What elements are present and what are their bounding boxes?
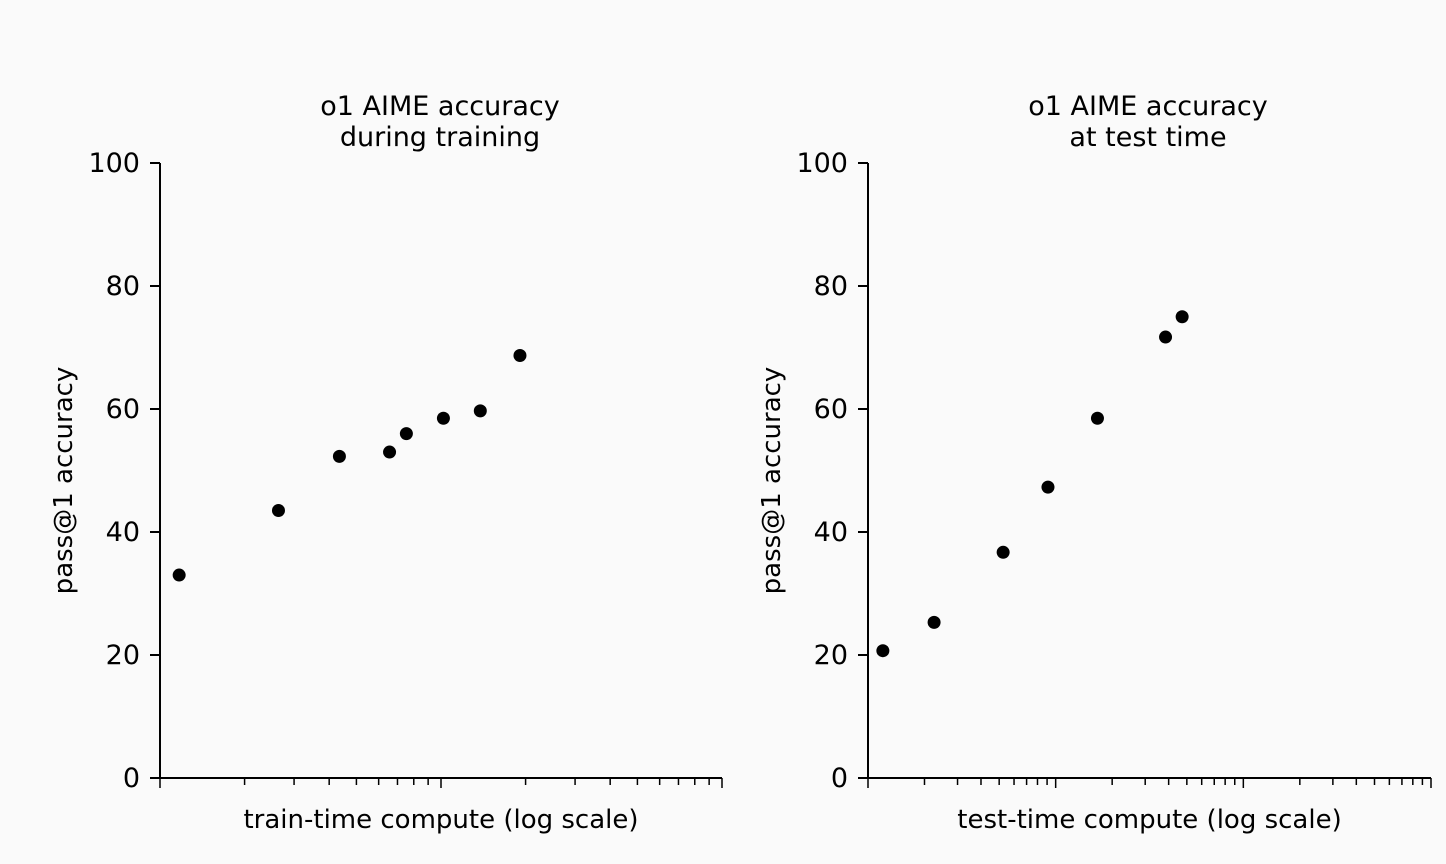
chart-title-line-1: o1 AIME accuracy <box>320 91 559 122</box>
data-point <box>1090 411 1104 425</box>
data-point <box>332 449 346 463</box>
data-point <box>876 644 890 658</box>
y-tick-label: 40 <box>814 517 848 548</box>
y-tick-label: 0 <box>831 763 848 794</box>
data-point <box>399 427 413 441</box>
data-point <box>513 348 527 362</box>
chart-title-line-2: during training <box>340 122 540 153</box>
x-axis-label: train-time compute (log scale) <box>243 805 638 835</box>
y-tick-label: 20 <box>814 640 848 671</box>
data-point <box>473 404 487 418</box>
y-axis-label: pass@1 accuracy <box>49 367 79 595</box>
data-point <box>436 411 450 425</box>
x-axis-label: test-time compute (log scale) <box>957 805 1341 835</box>
y-tick-label: 0 <box>123 763 140 794</box>
data-point <box>927 615 941 629</box>
y-tick-label: 60 <box>106 394 140 425</box>
data-point <box>1175 310 1189 324</box>
data-point <box>1041 480 1055 494</box>
y-tick-label: 100 <box>88 148 140 179</box>
y-tick-label: 40 <box>106 517 140 548</box>
chart-title-line-2: at test time <box>1069 122 1226 153</box>
data-point <box>383 445 397 459</box>
data-point <box>172 568 186 582</box>
data-point <box>271 503 285 517</box>
y-tick-label: 80 <box>106 271 140 302</box>
y-tick-label: 60 <box>814 394 848 425</box>
data-point <box>996 545 1010 559</box>
y-tick-label: 20 <box>106 640 140 671</box>
data-point <box>1159 330 1173 344</box>
chart-title-line-1: o1 AIME accuracy <box>1028 91 1267 122</box>
y-tick-label: 100 <box>796 148 848 179</box>
y-tick-label: 80 <box>814 271 848 302</box>
y-axis-label: pass@1 accuracy <box>757 367 787 595</box>
